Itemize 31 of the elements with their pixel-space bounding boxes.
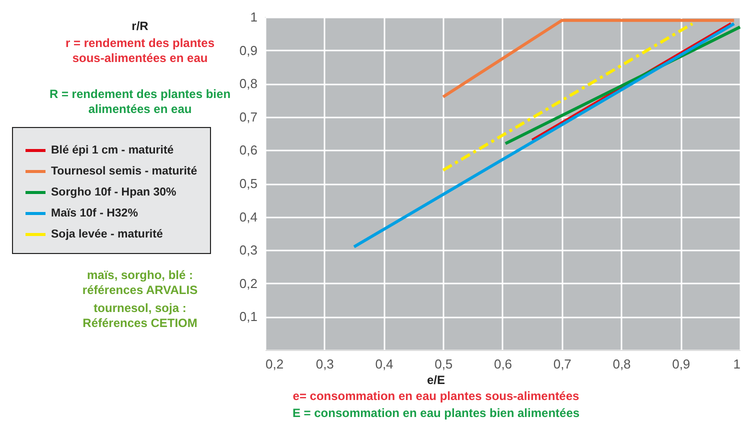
legend-label: Tournesol semis - maturité	[51, 166, 198, 178]
y-tick-label: 0,4	[239, 209, 258, 224]
x-tick-label: 1	[733, 356, 740, 372]
y-tick-label: 0,1	[239, 309, 258, 324]
y-tick-label: 0,2	[239, 276, 258, 291]
x-tick-label: 0,6	[494, 356, 512, 372]
x-tick-label: 0,3	[316, 356, 334, 372]
legend-label: Soja levée - maturité	[51, 228, 163, 240]
x-tick-label: 0,4	[375, 356, 394, 372]
legend-label: Blé épi 1 cm - maturité	[51, 144, 174, 156]
text: r = rendement des plantes sous-alimentées en eau	[65, 36, 215, 65]
y-tick-label: 0,3	[239, 242, 258, 258]
x-tick-label: 0,2	[266, 356, 284, 372]
x-axis-title: e/E	[426, 373, 446, 387]
x-tick-label: 0,5	[434, 356, 453, 372]
text: tournesol, soja : Références CETIOM	[82, 301, 198, 330]
y-tick-label: 0,6	[239, 142, 258, 158]
y-tick-label: 0,7	[239, 109, 258, 124]
y-tick-label: 0,5	[239, 176, 258, 191]
y-tick-label: 0,8	[239, 76, 258, 92]
y-tick-label: 0,9	[239, 42, 258, 58]
text: R = rendement des plantes bien alimentées en eau	[49, 87, 231, 116]
legend-label: Maïs 10f - H32%	[51, 208, 138, 220]
x-tick-label: 0,8	[612, 356, 631, 372]
text: e= consommation en eau plantes sous-alimentées	[292, 389, 580, 403]
y-tick-label: 1	[250, 10, 258, 24]
text: r/R	[132, 19, 149, 33]
text: E = consommation en eau plantes bien alimentées	[292, 406, 580, 420]
x-tick-label: 0,9	[672, 356, 690, 372]
legend-label: Sorgho 10f - Hpan 30%	[51, 186, 176, 198]
x-tick-label: 0,7	[553, 356, 572, 372]
